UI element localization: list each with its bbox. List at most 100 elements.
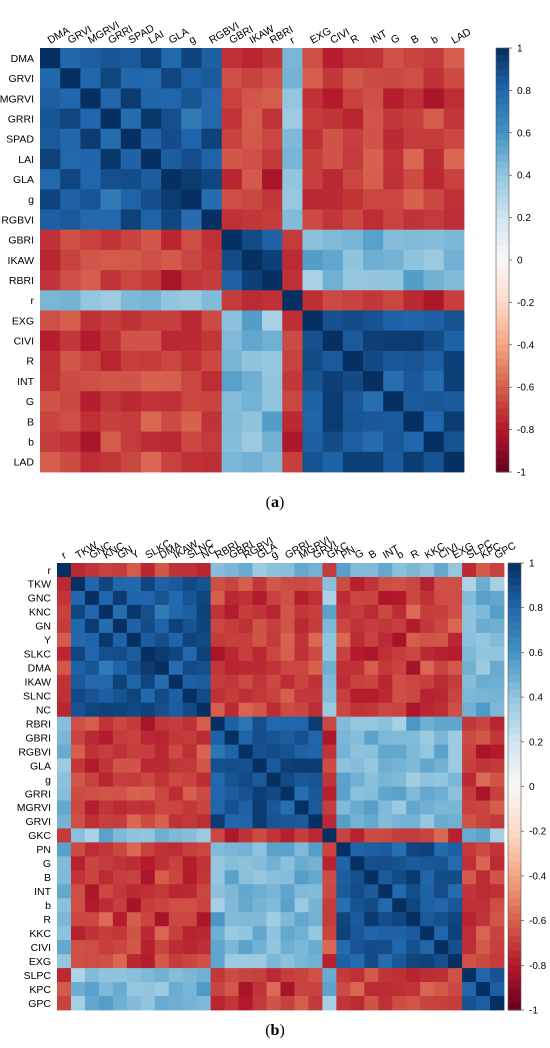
heatmap-cell: [434, 800, 449, 815]
heatmap-cell: [140, 563, 156, 578]
heatmap-cell: [266, 926, 281, 941]
heatmap-cell: [462, 828, 477, 843]
heatmap-cell: [168, 842, 184, 857]
heatmap-cell: [40, 169, 61, 190]
heatmap-cell: [266, 786, 281, 801]
heatmap-cell: [294, 954, 309, 969]
heatmap-cell: [266, 563, 281, 578]
heatmap-cell: [196, 786, 212, 801]
colorbar-segment: [508, 823, 521, 832]
heatmap-cell: [70, 982, 86, 997]
column-label: G: [353, 547, 366, 561]
heatmap-cell: [252, 576, 267, 592]
heatmap-cell: [294, 730, 309, 745]
heatmap-cell: [84, 590, 100, 606]
heatmap-cell: [140, 391, 162, 412]
heatmap-cell: [350, 898, 365, 913]
heatmap-cell: [241, 148, 263, 170]
heatmap-cell: [40, 128, 61, 150]
heatmap-cell: [140, 926, 156, 941]
heatmap-cell: [238, 800, 253, 815]
heatmap-cell: [126, 842, 142, 857]
heatmap-cell: [238, 674, 253, 690]
heatmap-cell: [241, 411, 263, 433]
row-label: LAD: [14, 457, 35, 469]
heatmap-cell: [383, 411, 404, 433]
heatmap-cell: [252, 632, 267, 648]
heatmap-cell: [378, 814, 393, 829]
row-label: GRRI: [25, 788, 51, 800]
heatmap-cell: [420, 646, 435, 662]
heatmap-cell: [140, 229, 162, 251]
heatmap-cell: [201, 371, 223, 392]
row-label: G: [26, 396, 34, 408]
heatmap-cell: [238, 954, 253, 969]
heatmap-cell: [392, 660, 407, 676]
heatmap-cell: [182, 758, 198, 773]
heatmap-cells: [57, 563, 505, 1011]
heatmap-cell: [462, 814, 477, 829]
colorbar-segment: [496, 252, 509, 261]
heatmap-cell: [112, 870, 128, 885]
heatmap-cell: [98, 786, 114, 801]
colorbar-segment: [496, 238, 509, 247]
row-label: GNC: [28, 593, 52, 605]
heatmap-cell: [40, 350, 61, 372]
heatmap-cell: [70, 968, 86, 983]
column-label: g: [187, 33, 198, 46]
heatmap-cell: [70, 563, 86, 578]
heatmap-cell: [161, 249, 182, 271]
heatmap-cell: [280, 954, 295, 969]
heatmap-cell: [161, 108, 182, 130]
heatmap-cell: [238, 618, 253, 634]
heatmap-cell: [336, 590, 351, 606]
heatmap-cell: [420, 940, 435, 955]
heatmap-cell: [294, 940, 309, 955]
heatmap-cell: [112, 926, 128, 941]
heatmap-cell: [120, 229, 142, 251]
heatmap-cell: [182, 996, 198, 1011]
heatmap-cell: [342, 330, 364, 352]
heatmap-cell: [84, 828, 100, 843]
heatmap-cell: [168, 800, 184, 815]
heatmap-cell: [423, 148, 445, 170]
heatmap-cell: [280, 688, 295, 704]
heatmap-cell: [84, 688, 100, 704]
heatmap-cell: [322, 814, 337, 829]
heatmap-cell: [282, 128, 303, 150]
heatmap-cell: [350, 800, 365, 815]
heatmap-cell: [262, 451, 283, 473]
heatmap-cell: [84, 758, 100, 773]
colorbar-segment: [508, 570, 521, 579]
colorbar-segment: [508, 995, 521, 1004]
heatmap-cell: [383, 310, 404, 332]
heatmap-cell: [364, 646, 379, 662]
heatmap-cell: [350, 590, 365, 606]
heatmap-cell: [302, 108, 324, 130]
colorbar-segment: [496, 62, 509, 70]
heatmap-cell: [140, 451, 162, 473]
heatmap-cell: [350, 814, 365, 829]
heatmap-cell: [266, 674, 281, 690]
heatmap-cell: [294, 828, 309, 843]
heatmap-cell: [403, 128, 425, 150]
heatmap-cell: [342, 350, 364, 372]
heatmap-cell: [84, 786, 100, 801]
row-label: INT: [34, 886, 52, 898]
heatmap-cell: [423, 249, 445, 271]
heatmap-cell: [302, 371, 324, 392]
heatmap-cell: [70, 604, 86, 620]
heatmap-cell: [448, 632, 463, 648]
heatmap-cell: [238, 730, 253, 745]
heatmap-cell: [448, 982, 463, 997]
heatmap-cell: [336, 856, 351, 871]
heatmap-cell: [406, 814, 421, 829]
heatmap-cell: [126, 982, 142, 997]
row-label: CIVI: [31, 942, 51, 954]
heatmap-cell: [420, 688, 435, 704]
heatmap-cell: [120, 169, 142, 190]
heatmap-cell: [336, 954, 351, 969]
heatmap-cell: [462, 688, 477, 704]
heatmap-cell: [221, 229, 243, 251]
heatmap-cell: [364, 744, 379, 759]
